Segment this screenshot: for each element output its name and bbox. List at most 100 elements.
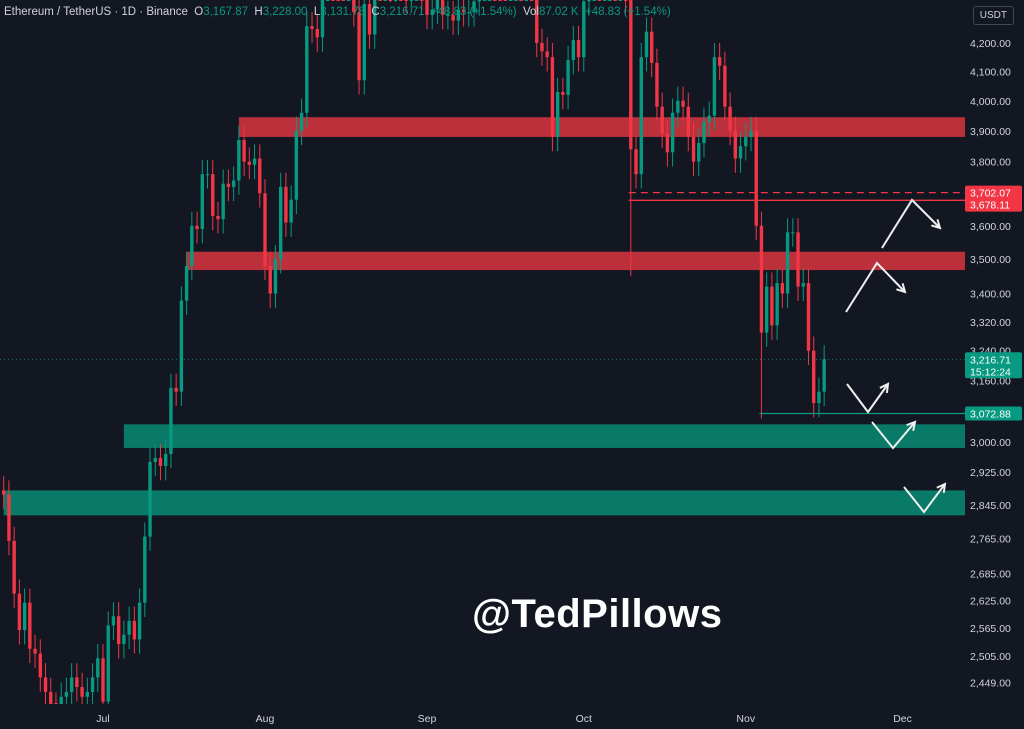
- candle-body: [399, 0, 403, 1]
- candle-body: [571, 40, 576, 61]
- candle-body: [587, 0, 591, 2]
- candle-body: [785, 232, 790, 294]
- candle-body: [153, 457, 157, 462]
- candle-body: [780, 283, 785, 294]
- candle-body: [791, 232, 795, 234]
- candle-body: [764, 286, 769, 333]
- candle-body: [268, 265, 272, 294]
- candle-body: [529, 0, 534, 1]
- candle-body: [738, 146, 743, 159]
- candle-body: [190, 225, 194, 266]
- candle-body: [404, 0, 408, 1]
- candle-body: [346, 0, 351, 1]
- candle-body: [728, 106, 732, 131]
- candle-body: [341, 0, 346, 1]
- candle-body: [320, 0, 325, 38]
- candle-body: [90, 677, 95, 692]
- candle-body: [707, 115, 711, 122]
- price-tick-label: 4,000.00: [970, 96, 1011, 108]
- candle-body: [85, 691, 90, 697]
- price-tick-label: 3,500.00: [970, 254, 1011, 266]
- candle-body: [38, 653, 42, 678]
- candle-body: [467, 12, 471, 14]
- candle-body: [242, 139, 246, 162]
- candle-body: [237, 139, 241, 181]
- price-tick-label: 3,800.00: [970, 157, 1011, 169]
- time-tick-label: Aug: [256, 713, 275, 725]
- projection-arrow: [846, 383, 889, 414]
- price-tick-label: 3,900.00: [970, 126, 1011, 138]
- candle-body: [357, 12, 361, 81]
- price-tick-label: 3,600.00: [970, 221, 1011, 233]
- candle-body: [28, 602, 32, 649]
- support-price-tag: [965, 406, 1022, 421]
- price-tick-label: 4,100.00: [970, 67, 1011, 79]
- open-label: O: [194, 6, 204, 18]
- candle-body: [660, 106, 664, 134]
- candle-body: [299, 112, 304, 131]
- candle-body: [352, 0, 356, 13]
- candle-body: [524, 0, 528, 1]
- candle-body: [592, 0, 596, 1]
- candle-body: [655, 62, 659, 107]
- candle-body: [508, 0, 513, 1]
- candle-body: [691, 136, 696, 162]
- candle-body: [278, 186, 283, 260]
- resistance-price-tag-text: 3,702.07: [970, 188, 1011, 200]
- candle-body: [723, 65, 727, 107]
- candle-body: [550, 57, 555, 137]
- candle-body: [164, 453, 168, 466]
- currency-button[interactable]: USDT: [972, 6, 1014, 25]
- high-value: 3,228.00: [262, 6, 308, 18]
- candle-body: [754, 130, 758, 226]
- candle-body: [414, 0, 419, 1]
- candle-body: [393, 0, 398, 1]
- candle-body: [362, 4, 366, 81]
- candle-body: [712, 57, 717, 116]
- candle-body: [472, 1, 476, 13]
- candle-body: [122, 634, 126, 645]
- projection-arrow: [881, 198, 941, 249]
- candle-body: [503, 0, 508, 1]
- candle-body: [127, 620, 131, 635]
- candle-body: [148, 461, 152, 537]
- candle-body: [252, 158, 257, 165]
- candle-body: [435, 0, 440, 10]
- candle-body: [143, 536, 147, 603]
- candle-body: [670, 112, 675, 153]
- candle-body: [258, 158, 262, 194]
- candle-body: [514, 0, 518, 1]
- low-label: L: [313, 6, 321, 18]
- price-tick-label: 2,765.00: [970, 534, 1011, 546]
- candle-body: [383, 0, 387, 1]
- candle-body: [106, 625, 110, 702]
- candle-body: [697, 143, 701, 162]
- candle-body: [733, 130, 738, 159]
- candle-body: [54, 703, 58, 704]
- candle-body: [378, 0, 382, 1]
- symbol-title[interactable]: Ethereum / TetherUS · 1D · Binance: [4, 6, 188, 18]
- candle-body: [49, 691, 53, 704]
- time-tick-label: Oct: [576, 713, 592, 725]
- candle-body: [263, 193, 267, 266]
- candle-body: [216, 215, 220, 220]
- price-tick-label: 3,160.00: [970, 375, 1011, 387]
- price-tick-label: 3,400.00: [970, 289, 1011, 301]
- candle-body: [22, 602, 27, 631]
- time-tick-label: Dec: [893, 713, 912, 725]
- candle-body: [629, 0, 633, 150]
- candle-body: [367, 4, 372, 35]
- candle-body: [451, 15, 455, 21]
- candle-body: [461, 9, 466, 13]
- support-price-tag-text: 3,072.88: [970, 409, 1011, 421]
- candle-body: [420, 0, 424, 1]
- last-price-tag-text: 15:12:24: [970, 366, 1011, 378]
- candle-body: [111, 616, 116, 626]
- volume-change: +48.83 (+1.54%): [584, 6, 671, 18]
- candle-body: [294, 130, 299, 200]
- last-price-tag-text: 3,216.71: [970, 354, 1011, 366]
- candle-body: [132, 620, 137, 640]
- candle-body: [759, 225, 764, 333]
- price-tick-label: 4,200.00: [970, 38, 1011, 50]
